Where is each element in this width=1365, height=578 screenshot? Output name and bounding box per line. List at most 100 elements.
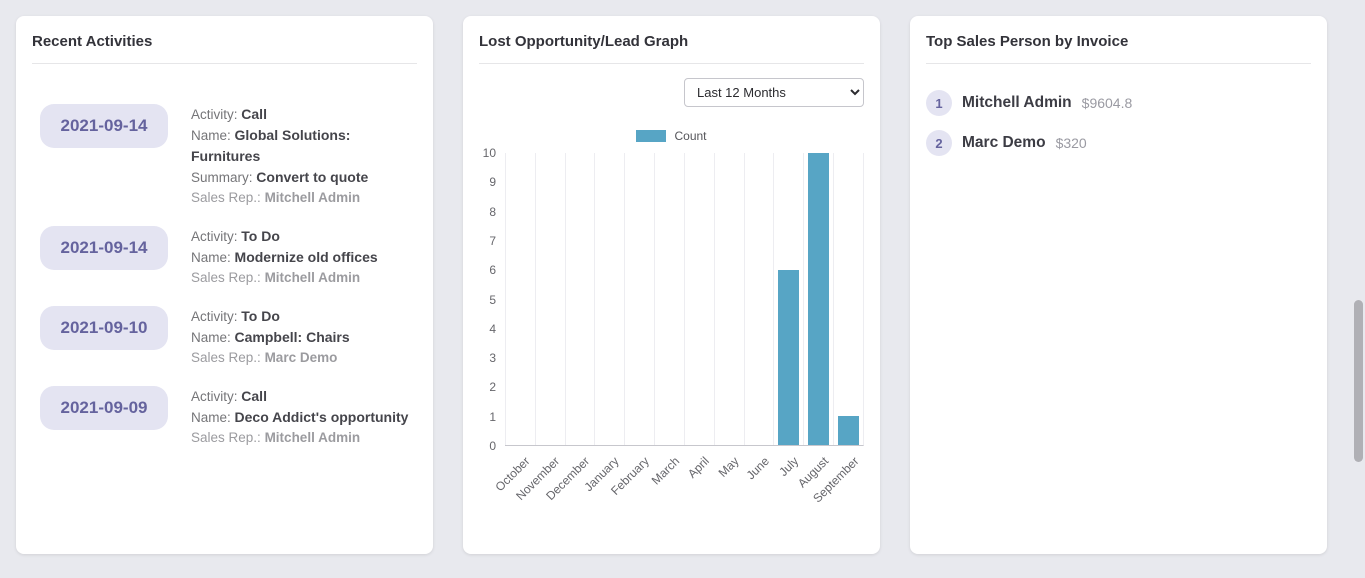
- activity-name-line: Name: Global Solutions: Furnitures: [191, 125, 411, 167]
- y-axis-tick-label: 10: [482, 146, 496, 160]
- summary-label: Summary:: [191, 170, 253, 185]
- recent-activities-header: Recent Activities: [32, 16, 417, 64]
- top-sales-header: Top Sales Person by Invoice: [926, 16, 1311, 64]
- y-axis-tick-label: 2: [489, 380, 496, 395]
- sales-row[interactable]: 2 Marc Demo $320: [926, 130, 1311, 156]
- activity-label: Activity:: [191, 309, 238, 324]
- x-axis-tick-label: April: [684, 454, 712, 481]
- chart-column: [833, 153, 863, 445]
- activity-row[interactable]: 2021-09-10 Activity: To Do Name: Campbel…: [32, 306, 417, 368]
- legend-swatch: [636, 130, 667, 142]
- top-sales-title: Top Sales Person by Invoice: [926, 33, 1129, 50]
- activity-rep-line: Sales Rep.: Mitchell Admin: [191, 428, 408, 448]
- plot-area: [505, 153, 864, 446]
- x-axis-tick: April: [685, 446, 715, 520]
- y-axis-tick-label: 7: [489, 233, 496, 248]
- activity-type-line: Activity: Call: [191, 386, 408, 407]
- salesperson-name: Marc Demo: [962, 134, 1046, 151]
- sales-rep-label: Sales Rep.:: [191, 430, 261, 445]
- chart-column: [534, 153, 565, 445]
- x-axis-tick: September: [810, 446, 864, 520]
- sales-rep-name: Mitchell Admin: [264, 190, 361, 205]
- name-label: Name:: [191, 410, 231, 425]
- activity-row[interactable]: 2021-09-14 Activity: Call Name: Global S…: [32, 104, 417, 208]
- activity-type: To Do: [241, 228, 280, 244]
- legend-label: Count: [674, 129, 707, 143]
- x-axis-tick: February: [608, 446, 655, 520]
- activity-type-line: Activity: To Do: [191, 226, 378, 247]
- activity-name: Global Solutions: Furnitures: [191, 127, 351, 164]
- name-label: Name:: [191, 330, 231, 345]
- activity-type-line: Activity: Call: [191, 104, 411, 125]
- scrollbar-thumb[interactable]: [1354, 300, 1363, 462]
- activity-details: Activity: To Do Name: Campbell: Chairs S…: [191, 306, 350, 368]
- bar-chart: 0 1 2 3 4 5 6 7 8 9 10: [479, 146, 864, 453]
- activity-summary-line: Summary: Convert to quote: [191, 167, 411, 188]
- salesperson-amount: $320: [1055, 135, 1087, 151]
- chart-column: [713, 153, 744, 445]
- y-axis-tick-label: 3: [489, 351, 496, 366]
- lost-graph-header: Lost Opportunity/Lead Graph: [479, 16, 864, 64]
- activity-details: Activity: Call Name: Deco Addict's oppor…: [191, 386, 408, 448]
- activity-label: Activity:: [191, 389, 238, 404]
- activity-name: Modernize old offices: [234, 249, 378, 265]
- sales-list: 1 Mitchell Admin $9604.8 2 Marc Demo $32…: [926, 64, 1311, 156]
- activity-details: Activity: Call Name: Global Solutions: F…: [191, 104, 411, 208]
- activity-name: Campbell: Chairs: [234, 329, 350, 345]
- activity-date-badge: 2021-09-14: [40, 226, 168, 270]
- rank-badge: 1: [926, 90, 952, 116]
- x-axis-tick: June: [743, 446, 774, 520]
- y-axis-tick-label: 6: [489, 263, 496, 278]
- activity-type: Call: [241, 388, 267, 404]
- bar-july[interactable]: [778, 269, 800, 445]
- y-axis-tick-label: 9: [489, 175, 496, 190]
- chart-column: [803, 153, 833, 445]
- sales-rep-name: Mitchell Admin: [264, 270, 361, 285]
- activity-label: Activity:: [191, 107, 238, 122]
- chart-column: [624, 153, 654, 445]
- sales-rep-name: Mitchell Admin: [264, 430, 361, 445]
- activity-summary: Convert to quote: [256, 169, 369, 185]
- x-axis-tick-label: July: [776, 454, 802, 479]
- chart-column: [654, 153, 684, 445]
- activity-type: To Do: [241, 308, 280, 324]
- chart-legend: Count: [479, 129, 864, 143]
- activity-name-line: Name: Campbell: Chairs: [191, 327, 350, 348]
- sales-rep-label: Sales Rep.:: [191, 190, 261, 205]
- sales-rep-label: Sales Rep.:: [191, 270, 261, 285]
- sales-rep-name: Marc Demo: [264, 350, 338, 365]
- activity-rep-line: Sales Rep.: Mitchell Admin: [191, 188, 411, 208]
- chart-column: [564, 153, 595, 445]
- name-label: Name:: [191, 250, 231, 265]
- lost-graph-title: Lost Opportunity/Lead Graph: [479, 33, 689, 50]
- activity-name: Deco Addict's opportunity: [234, 409, 409, 425]
- bar-september[interactable]: [838, 415, 859, 445]
- activity-date-badge: 2021-09-14: [40, 104, 168, 148]
- y-axis-tick-label: 1: [489, 409, 496, 424]
- card-lost-graph: Lost Opportunity/Lead Graph Last 12 Mont…: [463, 16, 880, 554]
- activity-row[interactable]: 2021-09-14 Activity: To Do Name: Moderni…: [32, 226, 417, 288]
- period-selector[interactable]: Last 12 Months: [684, 78, 864, 107]
- chart-column: [773, 153, 803, 445]
- activity-name-line: Name: Deco Addict's opportunity: [191, 407, 408, 428]
- activity-type-line: Activity: To Do: [191, 306, 350, 327]
- name-label: Name:: [191, 128, 231, 143]
- activity-label: Activity:: [191, 229, 238, 244]
- activity-date-badge: 2021-09-10: [40, 306, 168, 350]
- bar-august[interactable]: [808, 153, 830, 445]
- sales-row[interactable]: 1 Mitchell Admin $9604.8: [926, 90, 1311, 116]
- activity-details: Activity: To Do Name: Modernize old offi…: [191, 226, 378, 288]
- rank-badge: 2: [926, 130, 952, 156]
- activity-type: Call: [241, 106, 267, 122]
- activity-row[interactable]: 2021-09-09 Activity: Call Name: Deco Add…: [32, 386, 417, 448]
- chart-column: [683, 153, 714, 445]
- card-recent-activities: Recent Activities 2021-09-14 Activity: C…: [16, 16, 433, 554]
- chart-column: [505, 153, 535, 445]
- activity-rep-line: Sales Rep.: Marc Demo: [191, 348, 350, 368]
- y-axis-tick-label: 4: [489, 321, 496, 336]
- salesperson-name: Mitchell Admin: [962, 94, 1072, 111]
- y-axis-tick-label: 5: [489, 292, 496, 307]
- x-axis-tick: March: [648, 446, 685, 520]
- x-axis-tick-label: May: [715, 454, 742, 480]
